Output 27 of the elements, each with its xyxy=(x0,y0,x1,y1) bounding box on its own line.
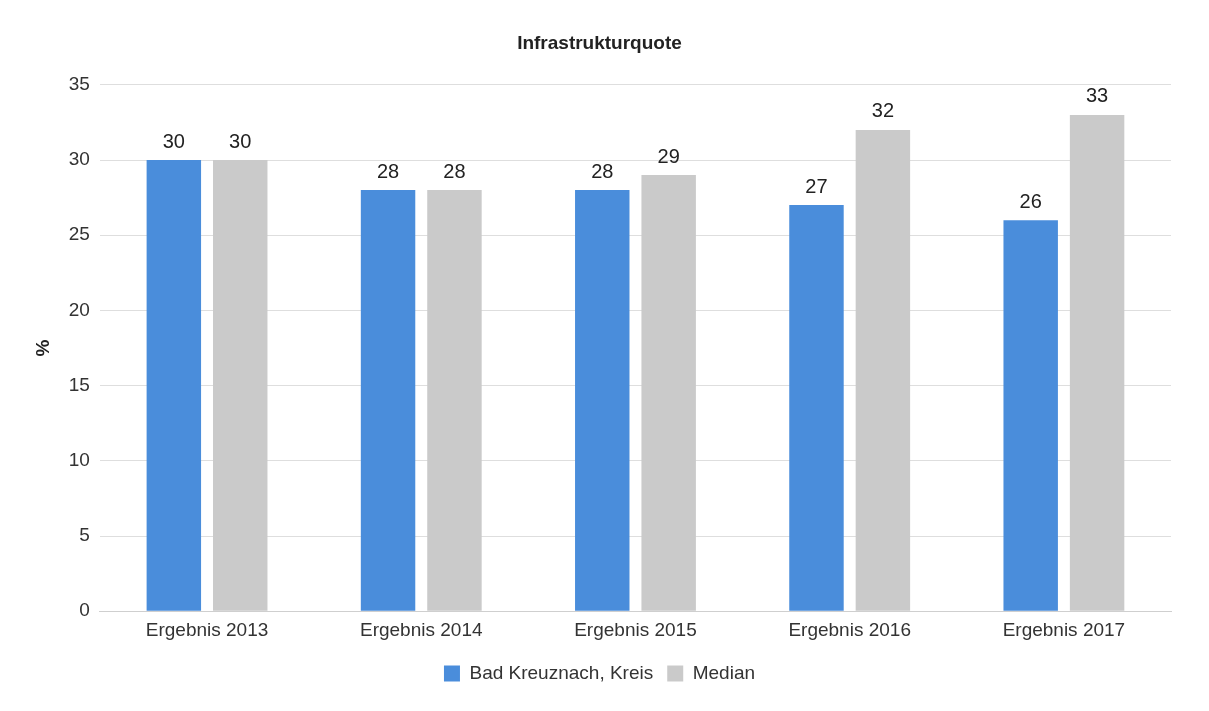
chart-title: Infrastrukturquote xyxy=(517,31,682,53)
x-tick-label: Ergebnis 2016 xyxy=(788,618,911,640)
x-tick-label: Ergebnis 2014 xyxy=(359,618,483,640)
x-tick-label: Ergebnis 2017 xyxy=(1002,618,1126,640)
y-axis-title: % xyxy=(31,339,53,357)
x-tick-label: Ergebnis 2015 xyxy=(574,618,697,640)
y-tick-label: 20 xyxy=(68,298,90,320)
y-tick-label: 15 xyxy=(68,373,90,395)
x-tick-label: Ergebnis 2013 xyxy=(145,618,269,640)
data-label: 26 xyxy=(1019,189,1042,212)
data-label: 28 xyxy=(443,159,466,182)
legend-label: Bad Kreuznach, Kreis xyxy=(469,661,654,683)
data-label: 28 xyxy=(376,159,400,182)
legend-label: Median xyxy=(692,661,756,683)
y-tick-label: 35 xyxy=(68,73,90,95)
y-tick-label: 25 xyxy=(68,223,90,245)
data-label: 29 xyxy=(657,144,680,167)
data-label: 27 xyxy=(805,174,828,197)
y-tick-label: 5 xyxy=(79,524,90,546)
y-tick-label: 30 xyxy=(68,148,90,170)
data-label: 32 xyxy=(871,99,895,122)
y-tick-label: 0 xyxy=(79,599,90,621)
data-label: 30 xyxy=(229,129,252,152)
y-tick-label: 10 xyxy=(68,449,90,471)
data-label: 30 xyxy=(162,129,185,152)
data-label: 28 xyxy=(591,159,614,182)
data-label: 33 xyxy=(1085,84,1109,107)
